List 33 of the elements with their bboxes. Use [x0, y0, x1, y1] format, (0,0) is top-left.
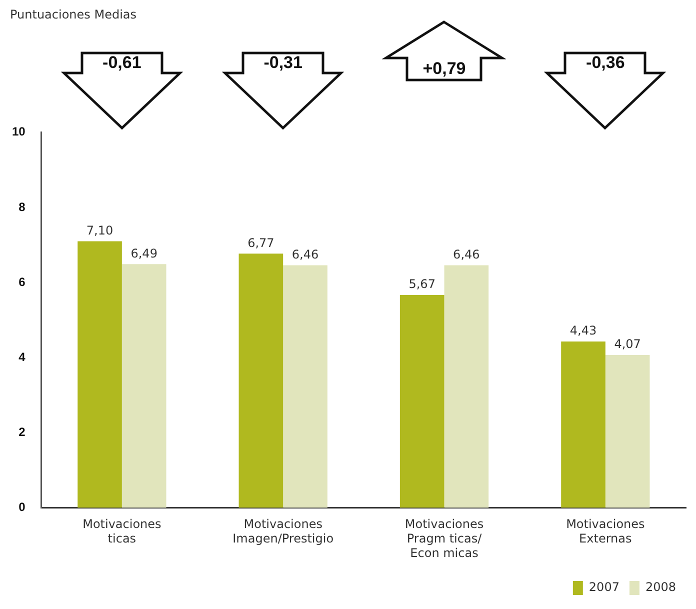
bar: [78, 241, 122, 508]
bar: [605, 355, 650, 508]
y-tick-label: 6: [18, 274, 26, 289]
data-label: 4,43: [570, 324, 597, 338]
y-tick-label: 4: [18, 350, 26, 364]
bar: [561, 342, 606, 508]
x-tick-label: Motivaciones ticas: [82, 517, 162, 546]
bar: [238, 254, 284, 508]
bar: [122, 264, 166, 508]
x-tick-label: Motivaciones Externas: [566, 517, 645, 546]
y-tick-label: 2: [18, 425, 26, 440]
text: +0,79: [422, 59, 467, 80]
text: -0,61: [102, 53, 142, 74]
data-label: 6,77: [248, 236, 274, 250]
x-tick-label: Motivaciones Imagen/Prestigio: [232, 517, 334, 546]
y-tick-label: 10: [12, 124, 26, 139]
data-label: 5,67: [408, 277, 436, 292]
data-label: 4,07: [614, 337, 641, 352]
x-tick-label: Motivaciones Pragm ticas/ Econ micas: [404, 517, 484, 560]
text: -0,31: [262, 53, 304, 74]
data-label: 6,49: [130, 246, 158, 260]
data-label: 7,10: [86, 223, 114, 238]
y-tick-label: 0: [18, 500, 26, 514]
y-tick-label: 8: [18, 200, 26, 214]
bar: [400, 294, 444, 508]
data-label: 6,46: [292, 247, 319, 262]
data-label: 6,46: [453, 247, 480, 262]
text: -0,36: [585, 53, 626, 74]
legend-label: 2008: [645, 580, 676, 594]
bar: [444, 265, 489, 508]
text: Puntuaciones Medias: [10, 7, 137, 22]
bar: [283, 265, 328, 508]
legend-label: 2007: [588, 580, 620, 594]
